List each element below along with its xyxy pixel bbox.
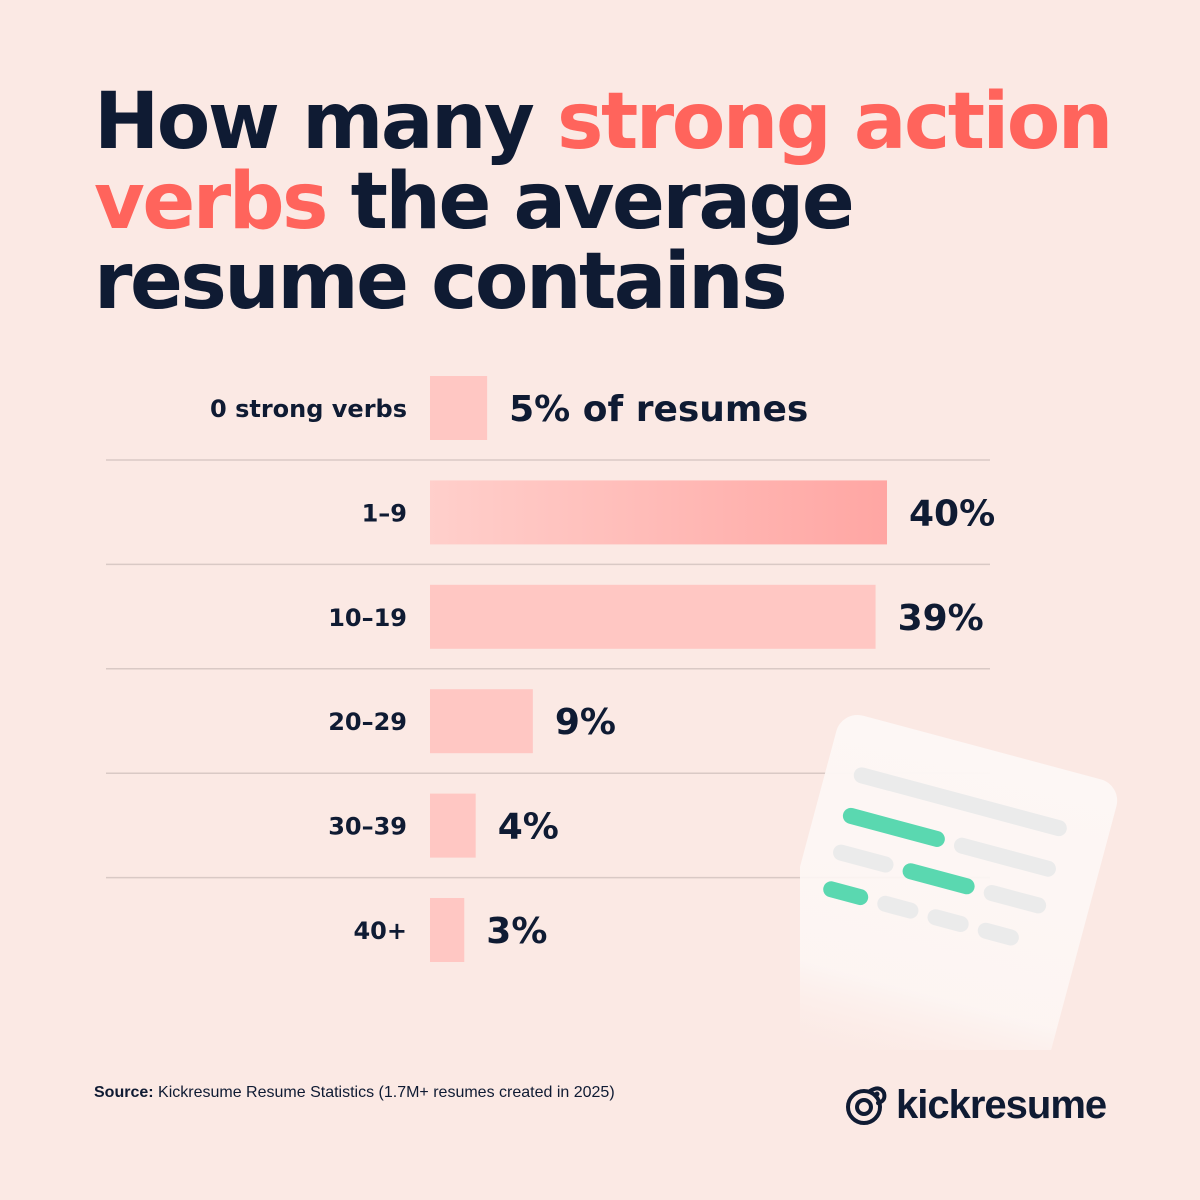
bar-chart: 0 strong verbs 5% of resumes 1–9 40% 10–19 39… [106, 376, 995, 962]
title-highlight: strong action verbs [94, 77, 1113, 247]
chart-title: How many strong action verbs the average… [94, 82, 1154, 322]
value-label: 5% of resumes [509, 389, 808, 430]
category-label: 30–39 [328, 813, 407, 841]
category-label: 40+ [353, 917, 407, 945]
value-label: 9% [555, 702, 616, 743]
category-label: 20–29 [328, 708, 407, 736]
source-note: Source: Kickresume Resume Statistics (1.… [94, 1084, 615, 1102]
title-part-1: How many [94, 77, 558, 167]
value-label: 4% [498, 807, 559, 848]
bar [430, 584, 876, 649]
category-label: 10–19 [328, 604, 407, 632]
value-label: 39% [898, 598, 984, 639]
brand-logo: kickresume [844, 1078, 1107, 1132]
title-part-2: the average resume contains [94, 157, 855, 327]
bar [430, 898, 465, 962]
brand-name: kickresume [896, 1082, 1107, 1127]
chameleon-logo-icon [846, 1086, 887, 1125]
bar [430, 480, 887, 545]
source-text: Kickresume Resume Statistics (1.7M+ resu… [153, 1084, 615, 1101]
value-label: 40% [909, 493, 995, 534]
source-label: Source: [94, 1084, 154, 1101]
resume-illustration [800, 714, 1118, 1050]
category-label: 0 strong verbs [210, 395, 407, 423]
value-label: 3% [486, 911, 547, 952]
category-label: 1–9 [362, 499, 407, 527]
bar [430, 376, 488, 440]
bar [430, 689, 533, 754]
bar [430, 793, 476, 858]
